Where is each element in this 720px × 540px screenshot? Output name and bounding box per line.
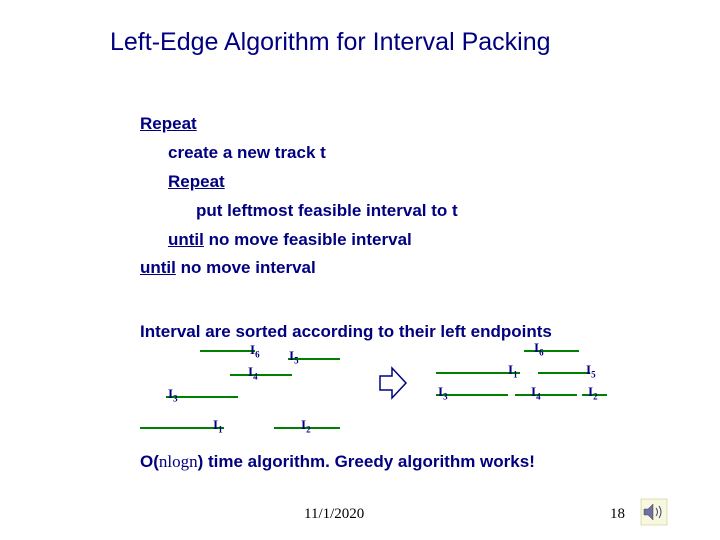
interval-diagram: I6I5I4I3I1I2I6I1I5I3I4I2 [140, 344, 610, 444]
interval-label: I2 [301, 417, 311, 435]
algorithm-block: Repeat create a new track t Repeat put l… [140, 110, 458, 283]
interval-line [230, 374, 292, 376]
interval-line [140, 427, 224, 429]
interval-label: I1 [508, 362, 518, 380]
algo-l2: create a new track t [168, 139, 458, 168]
footer-page: 18 [610, 506, 625, 523]
interval-label: I1 [213, 417, 223, 435]
complexity-line: O(nlogn) time algorithm. Greedy algorith… [140, 452, 535, 472]
diagram-caption: Interval are sorted according to their l… [140, 322, 552, 342]
footer-date: 11/1/2020 [304, 506, 364, 523]
algo-l5r: no move feasible interval [204, 230, 412, 249]
complexity-pre: O( [140, 452, 159, 471]
interval-line [515, 394, 577, 396]
interval-label: I6 [534, 340, 544, 358]
slide: Left-Edge Algorithm for Interval Packing… [0, 0, 720, 540]
interval-label: I2 [588, 384, 598, 402]
algo-l5u: until [168, 230, 204, 249]
algo-l1: Repeat [140, 114, 197, 133]
algo-l4: put leftmost feasible interval to t [196, 197, 458, 226]
interval-label: I5 [289, 348, 299, 366]
interval-label: I4 [531, 384, 541, 402]
interval-label: I3 [438, 384, 448, 402]
interval-line [538, 372, 590, 374]
complexity-arg: nlogn [159, 452, 198, 471]
slide-title: Left-Edge Algorithm for Interval Packing [110, 28, 551, 57]
interval-label: I6 [250, 342, 260, 360]
interval-line [524, 350, 579, 352]
complexity-post: ) time algorithm. Greedy algorithm works… [198, 452, 535, 471]
arrow-icon [378, 366, 408, 405]
algo-l6r: no move interval [176, 258, 316, 277]
interval-label: I5 [586, 362, 596, 380]
interval-label: I4 [248, 364, 258, 382]
algo-l3: Repeat [168, 172, 225, 191]
sound-icon[interactable] [640, 498, 668, 531]
interval-line [200, 350, 255, 352]
algo-l6u: until [140, 258, 176, 277]
interval-label: I3 [168, 386, 178, 404]
